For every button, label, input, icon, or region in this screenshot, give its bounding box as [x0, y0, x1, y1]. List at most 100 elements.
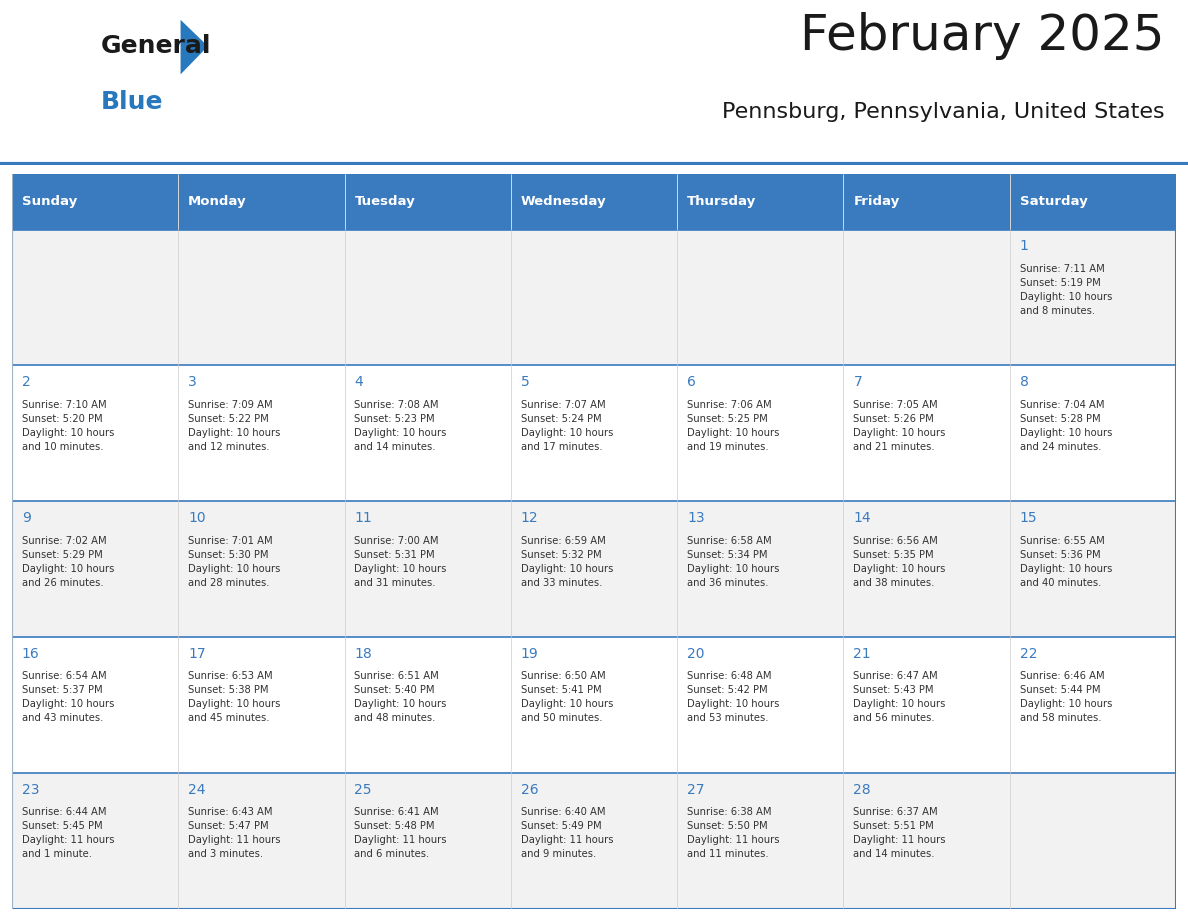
Text: 1: 1 [1019, 240, 1029, 253]
Bar [677, 365, 843, 501]
Bar [345, 773, 511, 909]
Text: Blue: Blue [101, 91, 164, 115]
Bar [677, 773, 843, 909]
Text: 6: 6 [687, 375, 696, 389]
Text: Sunrise: 6:43 AM
Sunset: 5:47 PM
Daylight: 11 hours
and 3 minutes.: Sunrise: 6:43 AM Sunset: 5:47 PM Dayligh… [188, 807, 280, 859]
Text: Sunrise: 7:11 AM
Sunset: 5:19 PM
Daylight: 10 hours
and 8 minutes.: Sunrise: 7:11 AM Sunset: 5:19 PM Dayligh… [1019, 263, 1112, 316]
Text: Sunrise: 6:50 AM
Sunset: 5:41 PM
Daylight: 10 hours
and 50 minutes.: Sunrise: 6:50 AM Sunset: 5:41 PM Dayligh… [520, 671, 613, 723]
Text: 5: 5 [520, 375, 530, 389]
Bar [178, 365, 345, 501]
Bar [178, 501, 345, 637]
Text: 27: 27 [687, 783, 704, 797]
Text: 2: 2 [21, 375, 31, 389]
Bar [1010, 501, 1176, 637]
Text: Sunrise: 6:56 AM
Sunset: 5:35 PM
Daylight: 10 hours
and 38 minutes.: Sunrise: 6:56 AM Sunset: 5:35 PM Dayligh… [853, 535, 946, 588]
Text: Sunrise: 7:05 AM
Sunset: 5:26 PM
Daylight: 10 hours
and 21 minutes.: Sunrise: 7:05 AM Sunset: 5:26 PM Dayligh… [853, 399, 946, 452]
Bar [1010, 773, 1176, 909]
Text: Friday: Friday [853, 196, 899, 208]
Bar [345, 501, 511, 637]
Text: Saturday: Saturday [1019, 196, 1087, 208]
Bar [1010, 174, 1176, 230]
Bar [843, 501, 1010, 637]
Text: 10: 10 [188, 511, 206, 525]
Bar [677, 230, 843, 365]
Bar [12, 773, 178, 909]
Text: 23: 23 [21, 783, 39, 797]
Text: Sunrise: 7:06 AM
Sunset: 5:25 PM
Daylight: 10 hours
and 19 minutes.: Sunrise: 7:06 AM Sunset: 5:25 PM Dayligh… [687, 399, 779, 452]
Text: Sunrise: 6:37 AM
Sunset: 5:51 PM
Daylight: 11 hours
and 14 minutes.: Sunrise: 6:37 AM Sunset: 5:51 PM Dayligh… [853, 807, 946, 859]
Text: Sunrise: 6:59 AM
Sunset: 5:32 PM
Daylight: 10 hours
and 33 minutes.: Sunrise: 6:59 AM Sunset: 5:32 PM Dayligh… [520, 535, 613, 588]
Text: 22: 22 [1019, 647, 1037, 661]
Text: 18: 18 [354, 647, 372, 661]
Text: Sunrise: 7:01 AM
Sunset: 5:30 PM
Daylight: 10 hours
and 28 minutes.: Sunrise: 7:01 AM Sunset: 5:30 PM Dayligh… [188, 535, 280, 588]
Bar [178, 637, 345, 773]
Text: Monday: Monday [188, 196, 247, 208]
Text: Sunrise: 6:55 AM
Sunset: 5:36 PM
Daylight: 10 hours
and 40 minutes.: Sunrise: 6:55 AM Sunset: 5:36 PM Dayligh… [1019, 535, 1112, 588]
Bar [345, 174, 511, 230]
Text: 14: 14 [853, 511, 871, 525]
Text: 28: 28 [853, 783, 871, 797]
Bar [511, 773, 677, 909]
Text: Sunrise: 7:09 AM
Sunset: 5:22 PM
Daylight: 10 hours
and 12 minutes.: Sunrise: 7:09 AM Sunset: 5:22 PM Dayligh… [188, 399, 280, 452]
Bar [511, 174, 677, 230]
Bar [12, 501, 178, 637]
Bar [843, 230, 1010, 365]
Text: Wednesday: Wednesday [520, 196, 606, 208]
Bar [178, 773, 345, 909]
Text: 9: 9 [21, 511, 31, 525]
Text: 4: 4 [354, 375, 364, 389]
Text: 11: 11 [354, 511, 372, 525]
Text: Sunrise: 7:02 AM
Sunset: 5:29 PM
Daylight: 10 hours
and 26 minutes.: Sunrise: 7:02 AM Sunset: 5:29 PM Dayligh… [21, 535, 114, 588]
Bar [1010, 230, 1176, 365]
Text: 25: 25 [354, 783, 372, 797]
Text: Sunrise: 6:47 AM
Sunset: 5:43 PM
Daylight: 10 hours
and 56 minutes.: Sunrise: 6:47 AM Sunset: 5:43 PM Dayligh… [853, 671, 946, 723]
Text: Sunrise: 7:00 AM
Sunset: 5:31 PM
Daylight: 10 hours
and 31 minutes.: Sunrise: 7:00 AM Sunset: 5:31 PM Dayligh… [354, 535, 447, 588]
Text: Tuesday: Tuesday [354, 196, 416, 208]
Bar [12, 365, 178, 501]
Bar [178, 230, 345, 365]
Text: 12: 12 [520, 511, 538, 525]
Text: 21: 21 [853, 647, 871, 661]
Bar [677, 501, 843, 637]
Text: Sunrise: 6:38 AM
Sunset: 5:50 PM
Daylight: 11 hours
and 11 minutes.: Sunrise: 6:38 AM Sunset: 5:50 PM Dayligh… [687, 807, 779, 859]
Text: Sunrise: 6:46 AM
Sunset: 5:44 PM
Daylight: 10 hours
and 58 minutes.: Sunrise: 6:46 AM Sunset: 5:44 PM Dayligh… [1019, 671, 1112, 723]
Bar [345, 365, 511, 501]
Bar [345, 230, 511, 365]
Text: Sunrise: 6:44 AM
Sunset: 5:45 PM
Daylight: 11 hours
and 1 minute.: Sunrise: 6:44 AM Sunset: 5:45 PM Dayligh… [21, 807, 114, 859]
Text: Sunrise: 6:40 AM
Sunset: 5:49 PM
Daylight: 11 hours
and 9 minutes.: Sunrise: 6:40 AM Sunset: 5:49 PM Dayligh… [520, 807, 613, 859]
Text: Sunday: Sunday [21, 196, 77, 208]
Text: Pennsburg, Pennsylvania, United States: Pennsburg, Pennsylvania, United States [721, 103, 1164, 122]
Text: 19: 19 [520, 647, 538, 661]
Bar [511, 365, 677, 501]
Text: 16: 16 [21, 647, 39, 661]
Bar [1010, 365, 1176, 501]
Text: Sunrise: 6:48 AM
Sunset: 5:42 PM
Daylight: 10 hours
and 53 minutes.: Sunrise: 6:48 AM Sunset: 5:42 PM Dayligh… [687, 671, 779, 723]
Bar [843, 365, 1010, 501]
Polygon shape [181, 20, 208, 74]
Text: 13: 13 [687, 511, 704, 525]
Bar [345, 637, 511, 773]
Bar [677, 174, 843, 230]
Bar [1010, 637, 1176, 773]
Bar [12, 637, 178, 773]
Text: Sunrise: 7:07 AM
Sunset: 5:24 PM
Daylight: 10 hours
and 17 minutes.: Sunrise: 7:07 AM Sunset: 5:24 PM Dayligh… [520, 399, 613, 452]
Text: Sunrise: 7:04 AM
Sunset: 5:28 PM
Daylight: 10 hours
and 24 minutes.: Sunrise: 7:04 AM Sunset: 5:28 PM Dayligh… [1019, 399, 1112, 452]
Text: Sunrise: 7:10 AM
Sunset: 5:20 PM
Daylight: 10 hours
and 10 minutes.: Sunrise: 7:10 AM Sunset: 5:20 PM Dayligh… [21, 399, 114, 452]
Bar [843, 637, 1010, 773]
Text: 8: 8 [1019, 375, 1029, 389]
Bar [843, 773, 1010, 909]
Bar [511, 230, 677, 365]
Bar [12, 174, 178, 230]
Text: Sunrise: 7:08 AM
Sunset: 5:23 PM
Daylight: 10 hours
and 14 minutes.: Sunrise: 7:08 AM Sunset: 5:23 PM Dayligh… [354, 399, 447, 452]
Text: 3: 3 [188, 375, 197, 389]
Bar [843, 174, 1010, 230]
Text: 26: 26 [520, 783, 538, 797]
Text: February 2025: February 2025 [800, 12, 1164, 61]
Text: 20: 20 [687, 647, 704, 661]
Text: Sunrise: 6:51 AM
Sunset: 5:40 PM
Daylight: 10 hours
and 48 minutes.: Sunrise: 6:51 AM Sunset: 5:40 PM Dayligh… [354, 671, 447, 723]
Bar [677, 637, 843, 773]
Bar [178, 174, 345, 230]
Bar [511, 501, 677, 637]
Text: Sunrise: 6:41 AM
Sunset: 5:48 PM
Daylight: 11 hours
and 6 minutes.: Sunrise: 6:41 AM Sunset: 5:48 PM Dayligh… [354, 807, 447, 859]
Text: 15: 15 [1019, 511, 1037, 525]
